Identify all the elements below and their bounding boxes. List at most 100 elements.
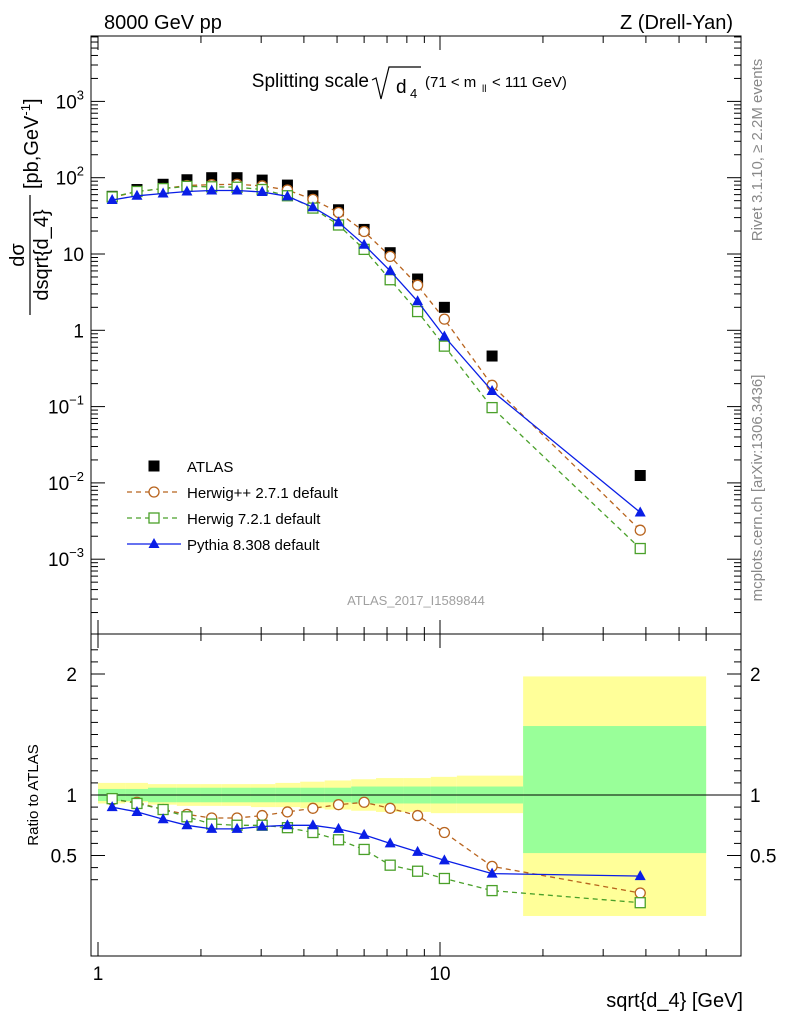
main-data-layer (106, 172, 646, 555)
plot-title-subscript: 4 (410, 86, 417, 101)
y-tick-label: 102 (56, 164, 84, 190)
main-pythia-point (181, 185, 193, 196)
legend-atlas-label: ATLAS (187, 459, 233, 476)
main-pythia-point (384, 264, 396, 275)
y-tick-label-exponent: 3 (77, 87, 84, 102)
collision-label: 8000 GeV pp (104, 12, 222, 34)
ratio-herwig7-point (157, 803, 169, 816)
ratio-herwigpp-point (411, 809, 424, 822)
x-tick-label: 10 (429, 964, 450, 985)
ratio-y-tick-label: 2 (750, 665, 761, 686)
ratio-pythia-point (307, 819, 319, 830)
ratio-pythia-point (358, 828, 370, 839)
ratio-herwig7-point (384, 859, 396, 871)
main-atlas-point (206, 172, 218, 184)
y-tick-label-base: 10 (63, 245, 84, 266)
analysis-watermark: ATLAS_2017_I1589844 (347, 593, 485, 608)
main-herwig7-point (634, 542, 646, 555)
legend-atlas-marker (148, 460, 160, 472)
main-herwigpp-point (332, 206, 345, 219)
main-pythia-point (307, 201, 319, 212)
main-herwig7-point (438, 340, 451, 352)
ratio-pythia-point (206, 822, 218, 833)
y-tick-label-exponent: −2 (69, 469, 84, 484)
y-title-denominator: dsqrt{d_4} (31, 209, 53, 301)
ratio-herwig7-point (438, 872, 451, 885)
legend-herwigpp-marker (148, 486, 160, 498)
main-y-axis-title: dσ dsqrt{d_4} [pb,GeV-1] (7, 98, 53, 315)
ratio-pythia-point (231, 822, 243, 833)
ratio-herwig7-line (112, 797, 641, 904)
main-herwig7-point (486, 401, 498, 414)
plot-title: Splitting scale d 4 (71 < m ll < 111 GeV… (252, 66, 567, 101)
ratio-herwigpp-line (112, 799, 641, 894)
plot-title-range-a: (71 < m (425, 74, 476, 91)
ratio-pythia-point (281, 819, 293, 830)
legend-herwig7-marker (148, 512, 160, 524)
plot-title-prefix: Splitting scale (252, 71, 369, 92)
ratio-band-inner (523, 726, 707, 854)
main-pythia-point (634, 506, 646, 517)
main-pythia-point (438, 330, 450, 341)
y-tick-label-base: 10 (56, 169, 77, 190)
ratio-herwig7-point (332, 834, 345, 846)
process-label: Z (Drell-Yan) (620, 12, 733, 34)
ratio-herwigpp-point (307, 802, 319, 814)
ratio-pythia-point (384, 837, 396, 848)
y-tick-label: 10−1 (48, 393, 84, 419)
main-atlas-point (438, 301, 450, 313)
main-herwigpp-point (634, 524, 646, 536)
ratio-herwigpp-point (281, 806, 294, 818)
main-herwigpp-point (358, 225, 370, 238)
main-pythia-point (206, 184, 218, 195)
main-atlas-point (181, 174, 193, 186)
main-herwig7-point (411, 305, 424, 318)
main-atlas-point (231, 172, 243, 184)
rivet-version-label: Rivet 3.1.10, ≥ 2.2M events (749, 59, 766, 242)
ratio-pythia-point (412, 845, 424, 856)
y-title-unit-sup: -1 (18, 104, 33, 116)
y-title-unit-b: ] (21, 98, 43, 104)
ratio-pythia-point (157, 813, 169, 824)
ratio-frame (90, 633, 742, 957)
ratio-herwigpp-point (438, 826, 451, 839)
x-axis-title: sqrt{d_4} [GeV] (606, 990, 743, 1012)
main-herwig7-point (384, 274, 396, 286)
ratio-herwigpp-point (332, 799, 345, 811)
ratio-herwig7-point (486, 884, 498, 897)
y-title-unit-a: [pb,GeV (21, 115, 43, 189)
ratio-herwig7-point (358, 843, 370, 856)
ratio-panel: 1 10 2 2 1 1 0.5 0.5 (51, 633, 776, 985)
main-herwigpp-point (411, 279, 424, 291)
sqrt-sign (371, 66, 421, 100)
y-tick-label-base: 10 (48, 474, 69, 495)
ratio-y-tick-label: 1 (750, 786, 761, 807)
ratio-y-tick-label: 2 (66, 665, 77, 686)
y-tick-label-base: 10 (48, 398, 69, 419)
ratio-herwig7-point (411, 865, 424, 877)
ratio-y-tick-label: 0.5 (750, 847, 776, 868)
y-tick-label-exponent: −1 (69, 393, 84, 408)
ratio-pythia-point (256, 820, 268, 831)
main-atlas-point (256, 174, 268, 186)
ratio-axes: 1 10 2 2 1 1 0.5 0.5 (51, 634, 776, 985)
legend-pythia-label: Pythia 8.308 default (187, 537, 320, 554)
main-pythia-point (131, 189, 143, 200)
main-herwigpp-line (112, 183, 641, 531)
legend-herwig7-label: Herwig 7.2.1 default (187, 511, 321, 528)
ratio-y-axis-title: Ratio to ATLAS (25, 744, 42, 845)
y-tick-label-base: 10 (56, 92, 77, 113)
y-tick-label-base: 1 (73, 321, 84, 342)
ratio-uncertainty-bands (98, 676, 707, 916)
ratio-herwigpp-point (256, 809, 268, 822)
main-pythia-point (231, 184, 243, 195)
y-tick-label-exponent: 2 (77, 164, 84, 179)
main-pythia-point (333, 216, 345, 227)
main-pythia-point (486, 385, 498, 396)
y-tick-label-exponent: −3 (69, 545, 84, 560)
mcplots-reference-label: mcplots.cern.ch [arXiv:1306.3436] (749, 375, 766, 602)
legend-pythia-marker (148, 538, 160, 548)
